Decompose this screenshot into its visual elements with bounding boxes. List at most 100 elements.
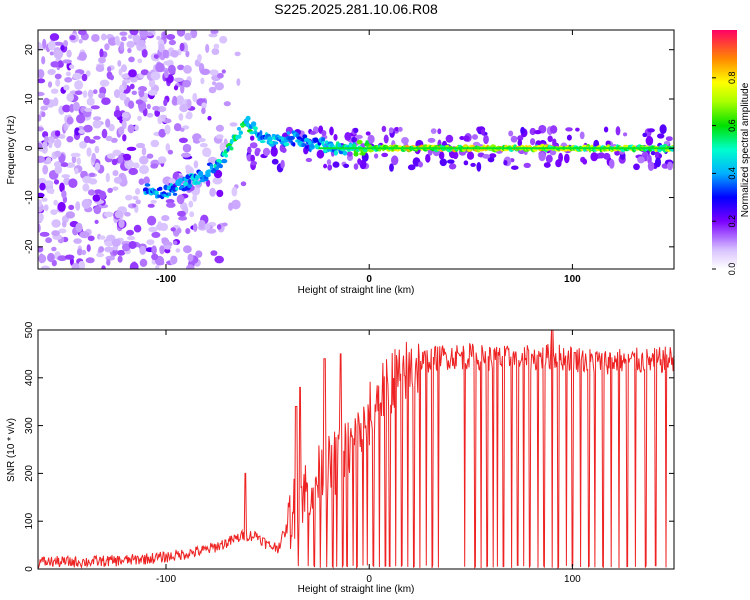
spectrogram-cell — [249, 131, 255, 135]
spectrogram-cell — [38, 155, 45, 163]
spectrogram-cell — [54, 73, 62, 80]
spectrogram-cell — [87, 235, 95, 242]
spectrogram-cell — [365, 140, 369, 145]
spectrogram-cell — [214, 255, 224, 264]
spectrogram-x-label: Height of straight line (km) — [298, 285, 415, 296]
figure-title: S225.2025.281.10.06.R08 — [274, 1, 438, 17]
spectrogram-cell — [38, 127, 44, 131]
spectrogram-cell — [72, 101, 80, 112]
spectrogram-cell — [126, 146, 137, 151]
spectrogram-cell — [118, 219, 125, 229]
spectrogram-cell — [148, 226, 158, 233]
y-tick-label: -20 — [24, 239, 35, 254]
spectrogram-cell — [104, 43, 110, 51]
spectrogram-cell — [418, 161, 423, 168]
spectrogram-cell — [41, 111, 46, 118]
spectrogram-cell — [210, 250, 218, 256]
spectrogram-cell — [182, 79, 192, 88]
spectrogram-cell — [62, 59, 72, 64]
spectrogram-cell — [182, 143, 192, 153]
spectrogram-cell — [523, 162, 531, 168]
spectrogram-cell — [38, 212, 44, 222]
spectrogram-cell — [151, 245, 157, 255]
spectrogram-cell — [65, 162, 76, 168]
spectrogram-cell — [157, 116, 163, 125]
spectrogram-cell — [83, 124, 93, 133]
spectrogram-cell — [197, 53, 202, 62]
spectrogram-cell — [40, 265, 51, 269]
spectrogram-cell — [198, 137, 206, 143]
spectrogram-cell — [667, 161, 673, 171]
spectrogram-cell — [73, 238, 82, 244]
spectrogram-cell — [342, 150, 348, 156]
spectrogram-cell — [538, 151, 546, 162]
spectrogram-cell — [164, 124, 171, 135]
spectrogram-cell — [168, 178, 176, 185]
spectrogram-cell — [98, 92, 106, 99]
spectrogram-cell — [43, 204, 49, 211]
spectrogram-cell — [76, 157, 82, 165]
spectrogram-cell — [305, 157, 313, 163]
spectrogram-cell — [94, 219, 99, 224]
spectrogram-cell — [85, 257, 95, 264]
spectrogram-cell — [173, 123, 182, 132]
spectrogram-cell — [603, 152, 611, 160]
spectrogram-cell — [120, 64, 128, 73]
spectrogram-cell — [351, 136, 356, 143]
spectrogram-cell — [427, 137, 436, 143]
spectrogram-cell — [88, 178, 98, 185]
spectrogram-cell — [197, 170, 204, 177]
spectrogram-cell — [407, 164, 416, 171]
spectrogram-cell — [176, 194, 185, 205]
spectrogram-cell — [218, 164, 223, 169]
spectrogram-cell — [164, 70, 169, 79]
spectrogram-cell — [94, 145, 100, 154]
spectrogram-cell — [289, 135, 295, 140]
spectrogram-cell — [63, 40, 69, 47]
spectrogram-cell — [178, 216, 188, 221]
spectrogram-cell — [187, 253, 194, 262]
spectrogram-cell — [121, 119, 127, 130]
spectrogram-x-ticks: -100 0 100 — [156, 30, 581, 285]
spectrogram-cell — [38, 177, 47, 185]
spectrogram-cell — [47, 40, 56, 51]
spectrogram-cell — [51, 246, 57, 252]
spectrogram-cell — [107, 66, 112, 73]
spectrogram-cell — [61, 174, 71, 179]
spectrogram-cell — [529, 127, 536, 136]
spectrogram-cell — [185, 164, 192, 171]
spectrogram-cell — [112, 186, 119, 191]
spectrogram-cell — [215, 134, 224, 139]
spectrogram-cell — [321, 130, 327, 137]
spectrogram-cell — [78, 260, 86, 269]
spectrogram-cell — [76, 248, 83, 256]
spectrogram-cell — [192, 92, 198, 103]
spectrogram-cell — [51, 230, 60, 237]
spectrogram-cell — [172, 192, 178, 196]
spectrogram-cell — [180, 84, 185, 94]
spectrogram-cell — [59, 182, 65, 193]
spectrogram-cell — [157, 221, 162, 231]
spectrogram-cell — [146, 239, 155, 246]
spectrogram-cell — [147, 89, 158, 96]
spectrogram-cell — [309, 130, 317, 135]
spectrogram-cell — [127, 161, 135, 168]
spectrogram-cell — [582, 158, 588, 165]
spectrogram-cell — [173, 77, 184, 83]
spectrogram-cell — [156, 35, 161, 41]
spectrogram-cell — [530, 138, 536, 146]
spectrogram-cell — [60, 162, 69, 168]
spectrogram-cell — [267, 136, 273, 142]
spectrogram-cell — [111, 158, 118, 166]
x-tick-label: 0 — [366, 574, 372, 585]
spectrogram-cell — [74, 127, 80, 136]
spectrogram-cell — [128, 100, 135, 109]
spectrogram-cell — [517, 139, 523, 147]
spectrogram-cell — [200, 77, 205, 85]
spectrogram-cell — [163, 99, 168, 107]
spectrogram-cell — [173, 85, 179, 91]
spectrogram-cell — [250, 160, 257, 166]
spectrogram-cell — [41, 56, 46, 65]
spectrogram-cell — [154, 190, 159, 195]
spectrogram-cell — [463, 135, 470, 142]
